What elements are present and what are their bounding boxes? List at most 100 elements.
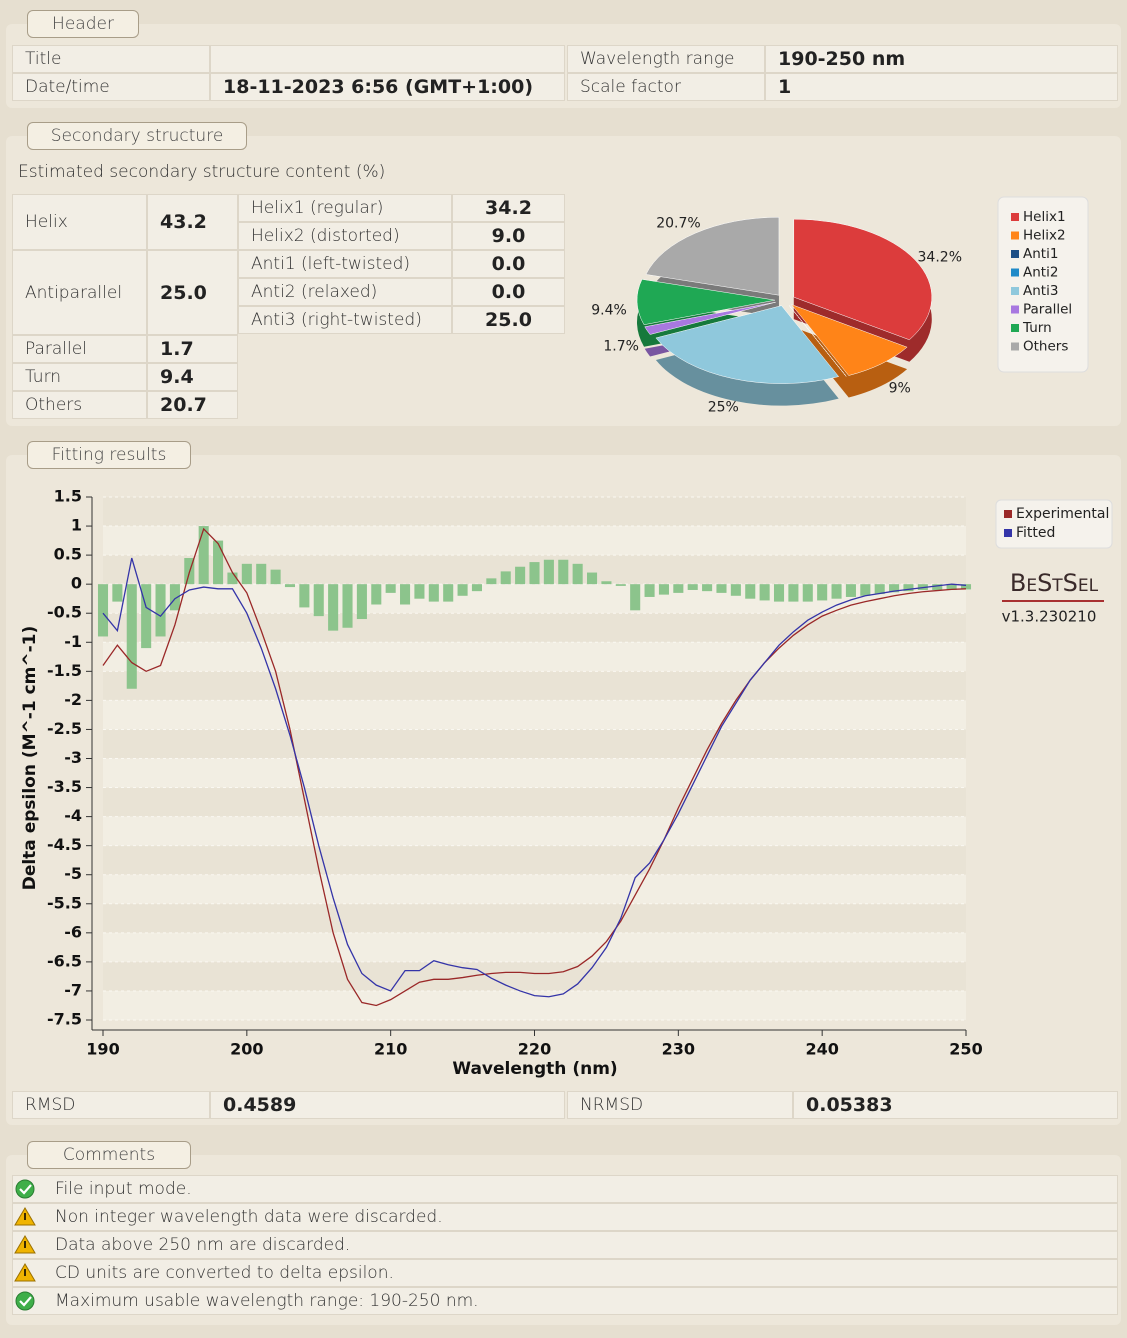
residual-bar: [572, 563, 583, 585]
label: Others: [12, 391, 147, 419]
slice: [655, 305, 840, 384]
label: Wavelength range: [567, 45, 765, 73]
series-line: [102, 527, 967, 1007]
x-tick-label: 250: [949, 1040, 982, 1059]
legend-swatch: [1004, 510, 1012, 518]
residual-bar: [385, 584, 396, 593]
y-axis-label: Delta epsilon (M^-1 cm^-1): [20, 626, 40, 891]
grid-band: [103, 613, 966, 643]
residual-bar: [932, 584, 943, 590]
value: 18-11-2023 6:56 (GMT+1:00): [210, 73, 565, 101]
y-tick-label: -3.5: [47, 777, 82, 796]
residual-bar: [687, 584, 698, 590]
residual-bar: [270, 569, 281, 585]
residual-bar: [515, 566, 526, 585]
value: 0.4589: [210, 1091, 565, 1119]
slice-label: 9.4%: [591, 303, 627, 319]
label: Antiparallel: [12, 250, 147, 335]
y-tick-label: -0.5: [47, 603, 82, 622]
grid-band: [103, 845, 966, 875]
x-tick-label: 240: [805, 1040, 838, 1059]
section-tab[interactable]: Fitting results: [27, 441, 191, 469]
value: [210, 45, 565, 73]
residual-bar: [256, 563, 267, 585]
residual-bar: [198, 526, 209, 585]
label: Helix: [12, 194, 147, 250]
residual-bar: [586, 572, 598, 585]
label: Turn: [12, 363, 147, 391]
residual-bar: [213, 540, 224, 585]
value: 0.0: [452, 250, 565, 278]
residual-bar: [673, 584, 684, 593]
comment-text: File input mode.: [12, 1175, 1118, 1203]
legend-swatch: [1011, 231, 1019, 240]
residual-bar: [299, 584, 310, 608]
legend-label: Anti2: [1023, 265, 1058, 281]
residual-bar: [500, 571, 511, 585]
residual-bar: [328, 584, 339, 631]
residual-bar: [615, 584, 626, 586]
x-tick-label: 220: [518, 1040, 551, 1059]
slice: [645, 216, 780, 296]
residual-bar: [658, 584, 669, 595]
section-tab[interactable]: Header: [27, 10, 139, 38]
y-tick-label: 0.5: [54, 545, 82, 564]
legend-label: Helix2: [1023, 228, 1066, 244]
label: NRMSD: [567, 1091, 793, 1119]
legend-swatch: [1011, 268, 1019, 277]
section-tab[interactable]: Comments: [27, 1141, 191, 1169]
residual-bar: [817, 584, 828, 601]
grid-band: [103, 729, 966, 759]
y-tick-label: -7.5: [47, 1010, 82, 1029]
grid-band: [103, 758, 966, 788]
y-tick-label: -3: [64, 748, 82, 767]
grid-band: [103, 961, 966, 991]
residual-bar: [457, 584, 468, 596]
label: Anti1 (left-twisted): [238, 250, 452, 278]
grid-band: [103, 874, 966, 904]
grid-band: [103, 642, 966, 672]
residual-bar: [845, 584, 856, 597]
comment-text: Data above 250 nm are discarded.: [12, 1231, 1118, 1259]
slice: [644, 301, 776, 335]
residual-bar: [773, 584, 785, 602]
legend-swatch: [1011, 342, 1019, 351]
grid-band: [103, 816, 966, 846]
legend-label: Helix1: [1023, 209, 1066, 225]
version: v1.3.230210: [1002, 608, 1097, 626]
logo: BeStSel: [1010, 569, 1099, 597]
comment-text: Non integer wavelength data were discard…: [12, 1203, 1118, 1231]
residual-bar: [543, 559, 554, 585]
slice: [636, 279, 776, 325]
legend-label: Experimental: [1016, 506, 1109, 522]
value: 43.2: [147, 194, 238, 250]
x-tick-label: 190: [86, 1040, 119, 1059]
residual-bar: [155, 584, 166, 637]
y-tick-label: -1.5: [47, 661, 82, 680]
residual-bar: [112, 584, 123, 602]
section-tab[interactable]: Secondary structure: [27, 122, 247, 150]
ok-icon: [15, 1179, 35, 1199]
y-tick-label: 1: [71, 516, 82, 535]
slice-label: 34.2%: [918, 250, 962, 266]
residual-bar: [860, 584, 871, 596]
label: Helix2 (distorted): [238, 222, 452, 250]
slice-label: 20.7%: [656, 216, 700, 232]
slice: [793, 218, 933, 341]
legend-label: Parallel: [1023, 302, 1072, 318]
residual-bar: [97, 584, 109, 637]
residual-bar: [601, 581, 612, 585]
residual-bar: [169, 584, 180, 611]
residual-bar: [241, 563, 252, 585]
comment-text: Maximum usable wavelength range: 190-250…: [12, 1287, 1118, 1315]
residual-bar: [630, 584, 641, 611]
label: Anti2 (relaxed): [238, 278, 452, 306]
residual-bar: [702, 584, 713, 592]
y-tick-label: -1: [64, 632, 82, 651]
label: Parallel: [12, 335, 147, 363]
y-tick-label: -5: [64, 864, 82, 883]
residual-bar: [960, 584, 972, 590]
residual-bar: [889, 584, 900, 593]
residual-bar: [716, 584, 727, 593]
